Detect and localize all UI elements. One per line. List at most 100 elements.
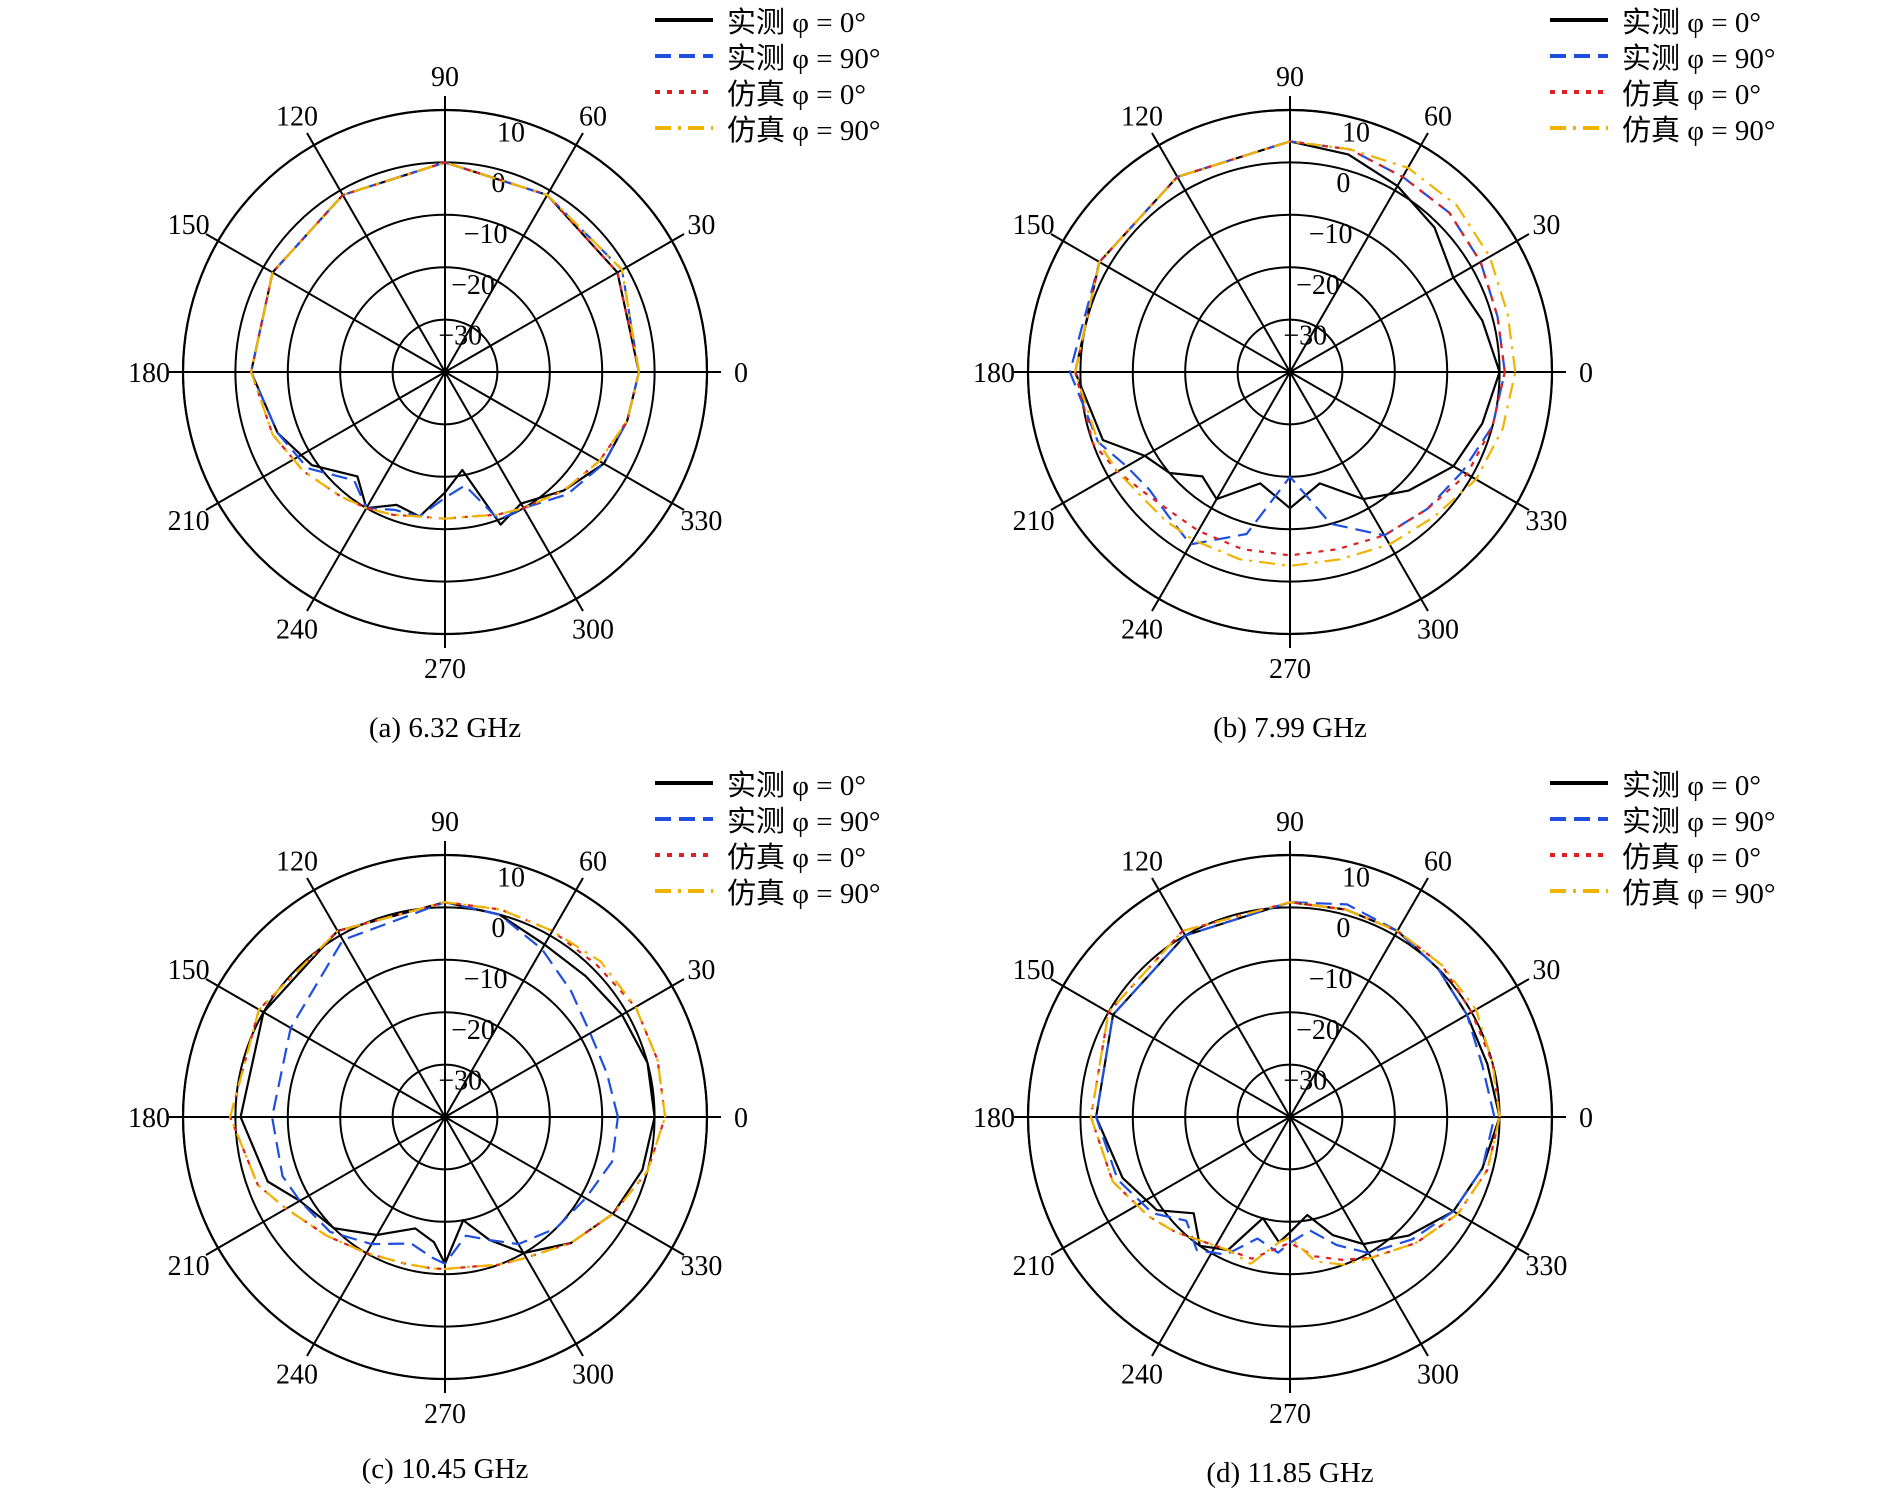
legend-swatch — [655, 817, 713, 821]
polar-plot-b: 0 30 60 90 120 150 180 210 240 270 300 330 10 0 −10 −20… — [845, 0, 1790, 745]
radial-tick-label: −30 — [438, 321, 482, 352]
angle-tick-label: 330 — [680, 1251, 722, 1282]
legend-label: 仿真 φ = 90° — [1622, 115, 1776, 147]
polar-plot-a: 0 30 60 90 120 150 180 210 240 270 300 330 10 0 −10 −20… — [0, 0, 945, 745]
angle-tick-label: 0 — [734, 1103, 748, 1134]
angle-tick-label: 30 — [687, 210, 715, 241]
legend-label: 实测 φ = 90° — [1622, 806, 1776, 838]
legend-entry: 仿真 φ = 0° — [655, 74, 880, 111]
grid-spoke — [1289, 1116, 1429, 1357]
grid-spoke — [444, 978, 685, 1118]
radial-tick-label: −10 — [464, 219, 508, 250]
legend-swatch — [655, 889, 713, 893]
legend-entry: 实测 φ = 0° — [1550, 765, 1775, 802]
legend-swatch — [1550, 126, 1608, 130]
angle-tick-label: 270 — [424, 654, 466, 685]
legend-entry: 实测 φ = 90° — [655, 38, 880, 75]
angle-tick-label: 210 — [168, 1251, 210, 1282]
angle-tick-label: 180 — [128, 358, 170, 389]
radial-tick-label: −30 — [1283, 321, 1327, 352]
legend-swatch — [1550, 781, 1608, 785]
legend-entry: 仿真 φ = 0° — [655, 837, 880, 874]
angle-tick-label: 300 — [572, 614, 614, 645]
grid-spoke — [444, 233, 685, 373]
angle-tick-label: 300 — [572, 1359, 614, 1390]
legend-label: 实测 φ = 0° — [727, 7, 866, 39]
angle-tick-label: 240 — [276, 1359, 318, 1390]
angle-tick-label: 240 — [1121, 614, 1163, 645]
legend-label: 实测 φ = 0° — [727, 770, 866, 802]
legend-swatch — [1550, 817, 1608, 821]
angle-tick-label: 30 — [687, 955, 715, 986]
angle-tick-label: 150 — [1013, 955, 1055, 986]
legend-swatch — [655, 853, 713, 857]
series-line — [229, 901, 667, 1271]
angle-tick-label: 240 — [1121, 1359, 1163, 1390]
legend-swatch — [655, 90, 713, 94]
caption: (d) 11.85 GHz — [1206, 1457, 1374, 1489]
angle-tick-label: 0 — [734, 358, 748, 389]
legend-entry: 仿真 φ = 0° — [1550, 837, 1775, 874]
grid-spoke — [1289, 371, 1530, 511]
angle-tick-label: 60 — [579, 102, 607, 133]
radial-tick-label: −30 — [438, 1066, 482, 1097]
legend-entry: 实测 φ = 90° — [655, 801, 881, 838]
angle-tick-label: 330 — [1525, 506, 1567, 537]
grid-spoke — [1050, 371, 1291, 511]
angle-tick-label: 180 — [973, 358, 1015, 389]
series-line — [1074, 140, 1501, 510]
legend-label: 仿真 φ = 0° — [1622, 79, 1761, 111]
angle-tick-label: 300 — [1417, 1359, 1459, 1390]
radial-tick-label: 0 — [1336, 913, 1350, 944]
grid-spoke — [205, 233, 446, 373]
series-line — [250, 161, 640, 520]
grid-spoke — [1151, 1116, 1291, 1357]
radial-tick-label: 10 — [497, 117, 525, 148]
angle-tick-label: 120 — [276, 102, 318, 133]
legend-entry: 实测 φ = 0° — [655, 765, 880, 802]
angle-tick-label: 60 — [579, 847, 607, 878]
angle-tick-label: 120 — [1121, 847, 1163, 878]
angle-tick-label: 0 — [1579, 358, 1593, 389]
polar-plot-a-svg: 0 30 60 90 120 150 180 210 240 270 300 330 10 0 −10 −20… — [128, 62, 748, 685]
series-line — [1095, 901, 1496, 1256]
legend-label: 实测 φ = 90° — [727, 806, 881, 838]
angle-tick-label: 60 — [1424, 102, 1452, 133]
grid-spoke — [1050, 233, 1291, 373]
grid-spoke — [1289, 371, 1429, 612]
angle-tick-label: 180 — [973, 1103, 1015, 1134]
grid-spoke — [306, 132, 446, 373]
angle-tick-label: 150 — [1013, 210, 1055, 241]
grid-spoke — [205, 1116, 446, 1256]
legend-label: 仿真 φ = 90° — [727, 878, 881, 910]
grid-spoke — [444, 1116, 685, 1256]
grid-spoke — [1289, 233, 1530, 373]
polar-plot-c: 0 30 60 90 120 150 180 210 240 270 300 330 10 0 −10 −20… — [0, 745, 945, 1490]
grid-spoke — [306, 371, 446, 612]
angle-tick-label: 90 — [1276, 807, 1304, 838]
polar-plot-c-svg: 0 30 60 90 120 150 180 210 240 270 300 330 10 0 −10 −20… — [128, 807, 748, 1430]
angle-tick-label: 120 — [1121, 102, 1163, 133]
grid-spoke — [1050, 1116, 1291, 1256]
angle-tick-label: 150 — [168, 955, 210, 986]
radial-tick-label: 10 — [497, 862, 525, 893]
legend-entry: 仿真 φ = 90° — [655, 873, 881, 910]
radial-tick-label: 0 — [491, 913, 505, 944]
series-line — [1074, 140, 1517, 567]
legend-swatch — [1550, 18, 1608, 22]
series-line — [271, 901, 619, 1265]
angle-tick-label: 60 — [1424, 847, 1452, 878]
radial-tick-label: 10 — [1342, 862, 1370, 893]
grid-spoke — [1151, 132, 1291, 373]
angle-tick-label: 180 — [128, 1103, 170, 1134]
legend-label: 仿真 φ = 0° — [1622, 842, 1761, 874]
grid-spoke — [1289, 877, 1429, 1118]
legend: 实测 φ = 0° 实测 φ = 90° 仿真 φ = 0° 仿真 φ = 90… — [655, 765, 881, 910]
legend-entry: 实测 φ = 0° — [655, 2, 880, 39]
grid-spoke — [444, 371, 584, 612]
angle-tick-label: 330 — [1525, 1251, 1567, 1282]
grid-spoke — [205, 978, 446, 1118]
legend-swatch — [655, 54, 713, 58]
radial-tick-label: −10 — [1309, 219, 1353, 250]
radial-tick-label: 0 — [491, 168, 505, 199]
